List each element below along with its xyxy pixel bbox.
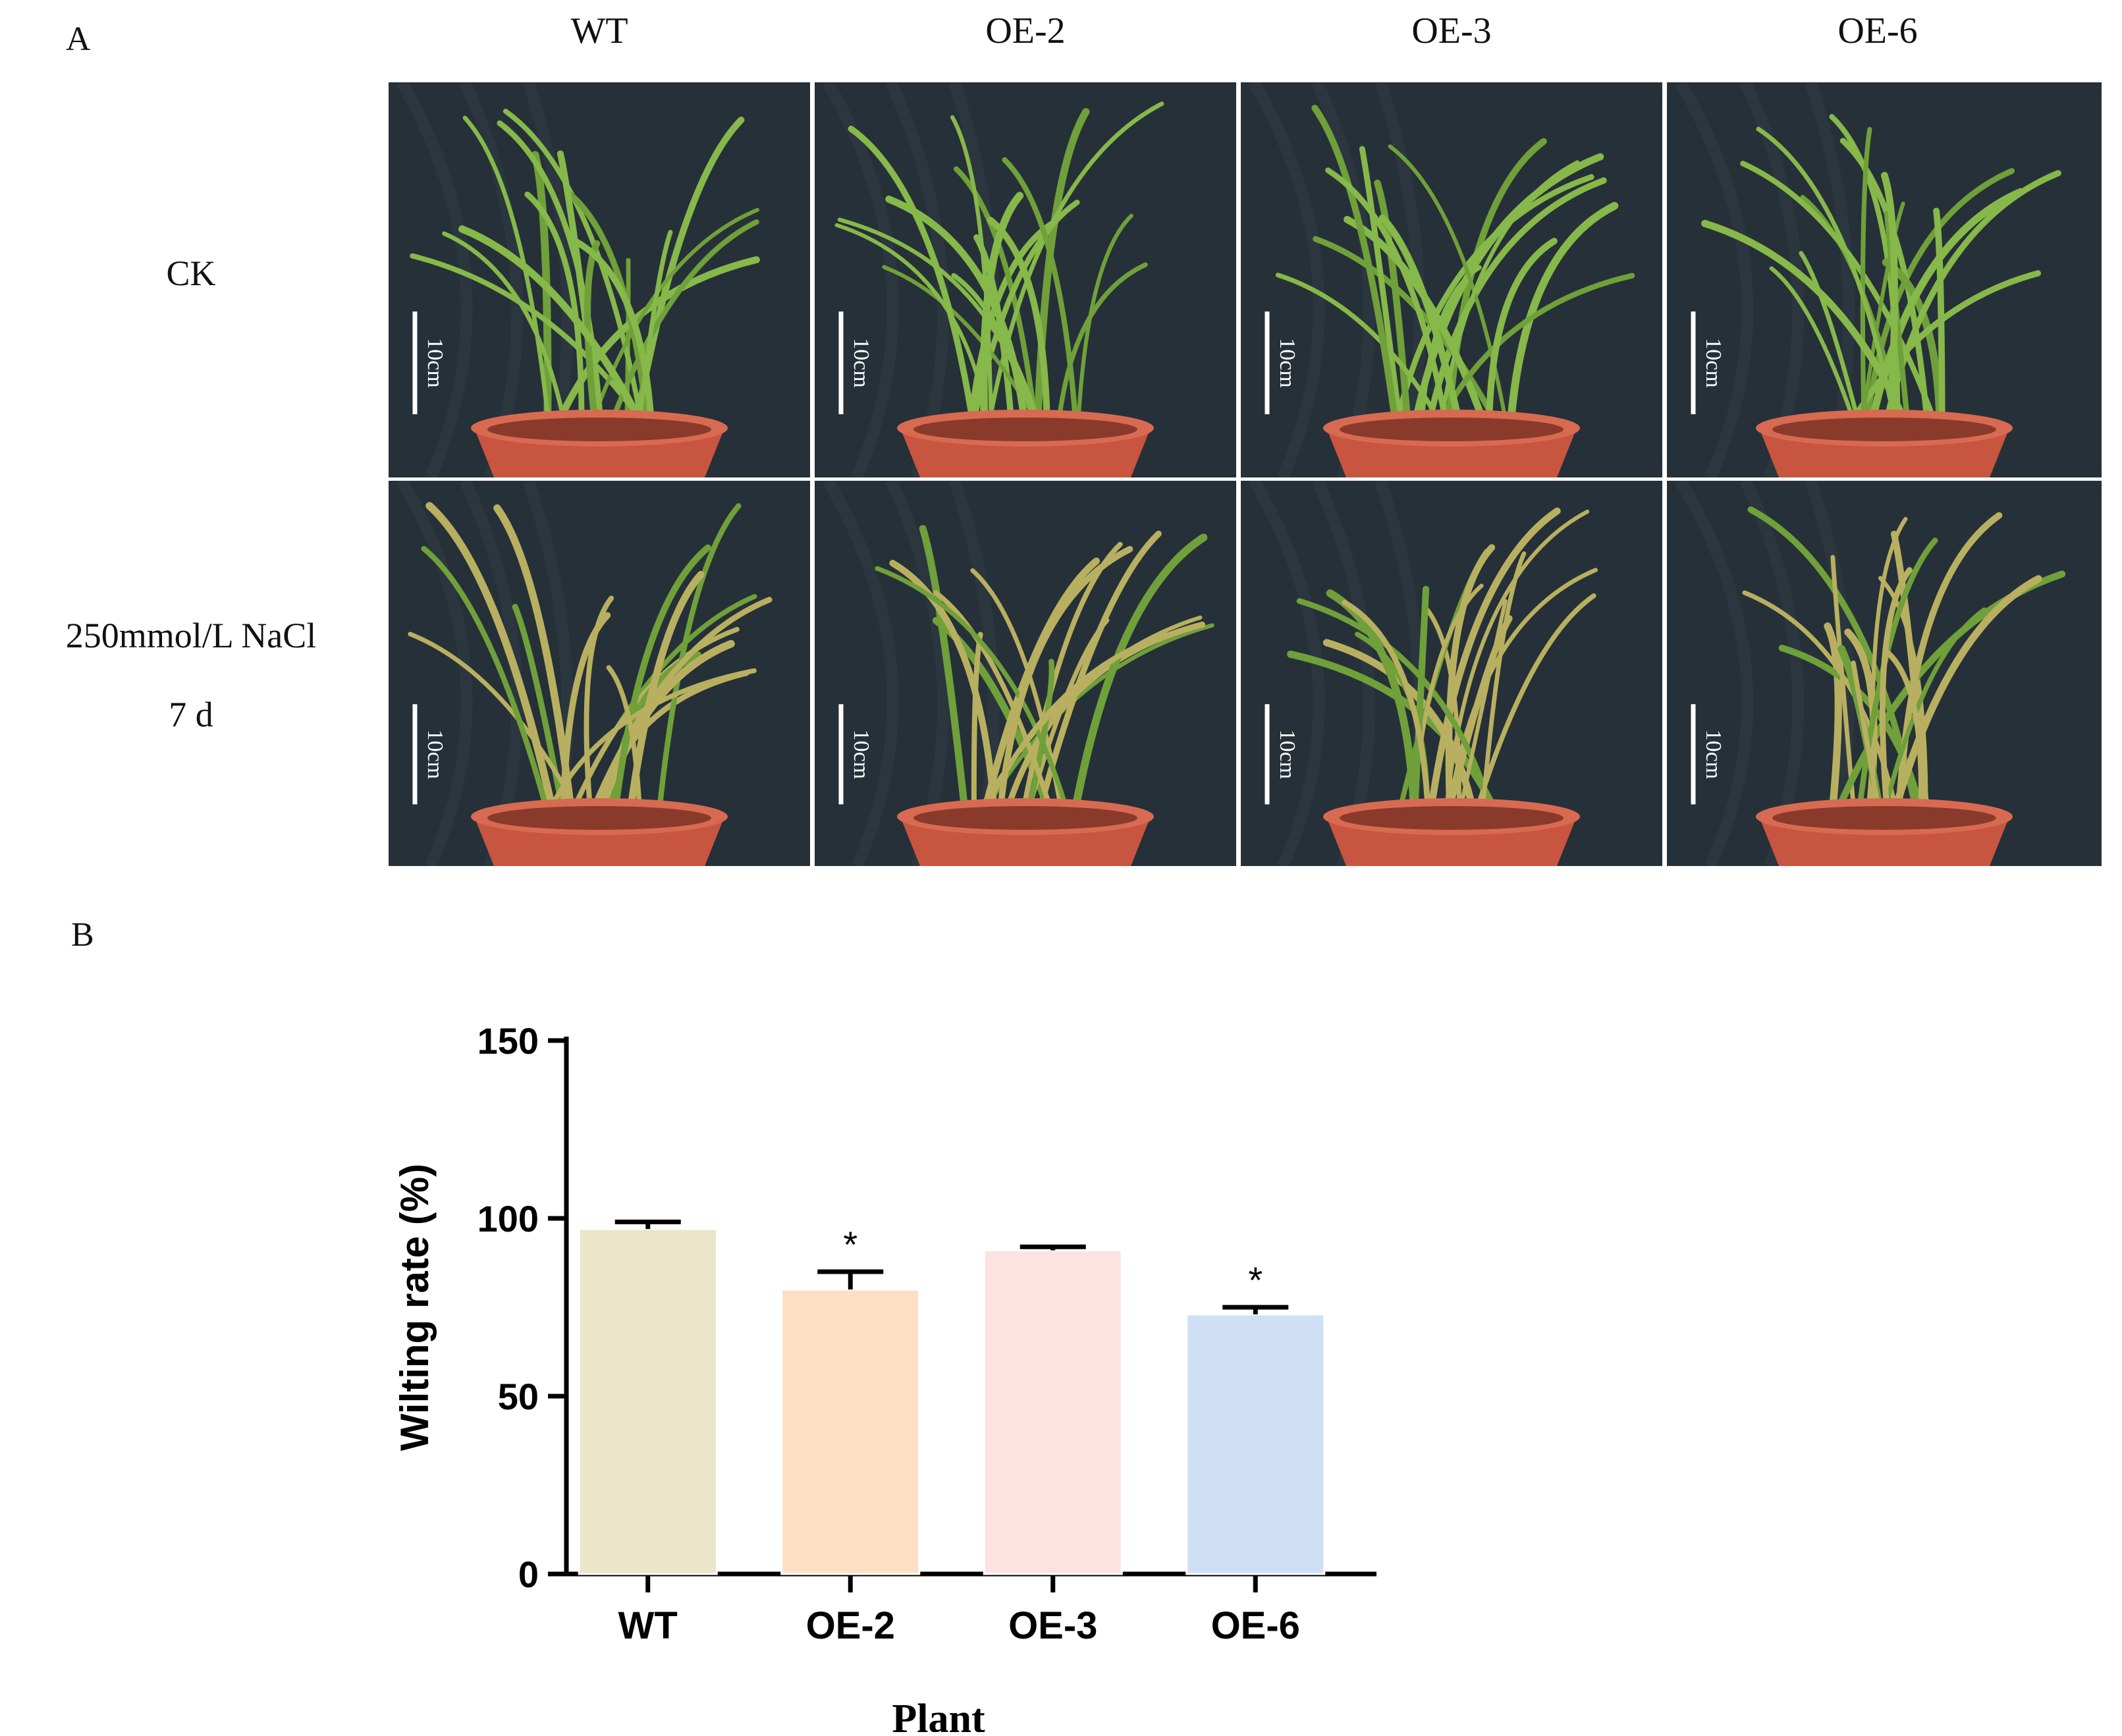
photo-nacl-oe6: 10cm <box>1667 481 2102 866</box>
y-axis-label: Wilting rate (%) <box>395 1164 437 1451</box>
scale-bar-label: 10cm <box>423 730 447 780</box>
x-tick-label: OE-3 <box>1008 1604 1097 1647</box>
wilting-rate-chart: 0 50 100 150 WT OE-2 OE-3 OE-6 * * Wilting rate … <box>395 1020 1376 1732</box>
significance-mark: * <box>1248 1259 1263 1301</box>
photo-ck-wt: 10cm <box>389 82 810 477</box>
column-header-oe2: OE-2 <box>985 11 1066 51</box>
photo-nacl-oe2: 10cm <box>815 481 1236 866</box>
bar-wt <box>578 1228 718 1575</box>
x-tick-label: OE-6 <box>1211 1604 1300 1647</box>
column-header-oe6: OE-6 <box>1837 11 1918 51</box>
row-label-nacl: 250mmol/L NaCl <box>65 616 317 655</box>
scale-bar-label: 10cm <box>849 730 873 780</box>
photo-ck-oe6: 10cm <box>1667 82 2102 477</box>
x-axis-label: Plant <box>892 1696 985 1732</box>
photo-nacl-wt: 10cm <box>389 481 810 866</box>
bar-oe-3 <box>983 1249 1123 1575</box>
scale-bar-label: 10cm <box>1701 338 1726 388</box>
panel-a-label: A <box>66 20 91 58</box>
photo-ck-oe3: 10cm <box>1241 82 1662 477</box>
column-header-oe3: OE-3 <box>1411 11 1492 51</box>
y-tick-label: 0 <box>518 1554 539 1595</box>
panel-b-label: B <box>71 916 94 954</box>
x-tick-label: OE-2 <box>806 1604 895 1647</box>
photo-ck-oe2: 10cm <box>815 82 1236 477</box>
significance-mark: * <box>843 1224 857 1265</box>
bar-oe-2 <box>780 1288 921 1575</box>
row-label-duration: 7 d <box>169 695 213 734</box>
scale-bar-label: 10cm <box>423 338 447 388</box>
y-tick-label: 150 <box>477 1020 539 1062</box>
scale-bar-label: 10cm <box>1275 730 1299 780</box>
scale-bar-label: 10cm <box>849 338 873 388</box>
photo-nacl-oe3: 10cm <box>1241 481 1662 866</box>
column-header-wt: WT <box>570 11 628 51</box>
x-tick-label: WT <box>618 1604 678 1647</box>
y-tick-label: 100 <box>477 1198 539 1239</box>
row-label-ck: CK <box>166 254 216 293</box>
y-tick-label: 50 <box>498 1376 539 1417</box>
scale-bar-label: 10cm <box>1275 338 1299 388</box>
bar-oe-6 <box>1185 1313 1326 1575</box>
scale-bar-label: 10cm <box>1701 730 1726 780</box>
